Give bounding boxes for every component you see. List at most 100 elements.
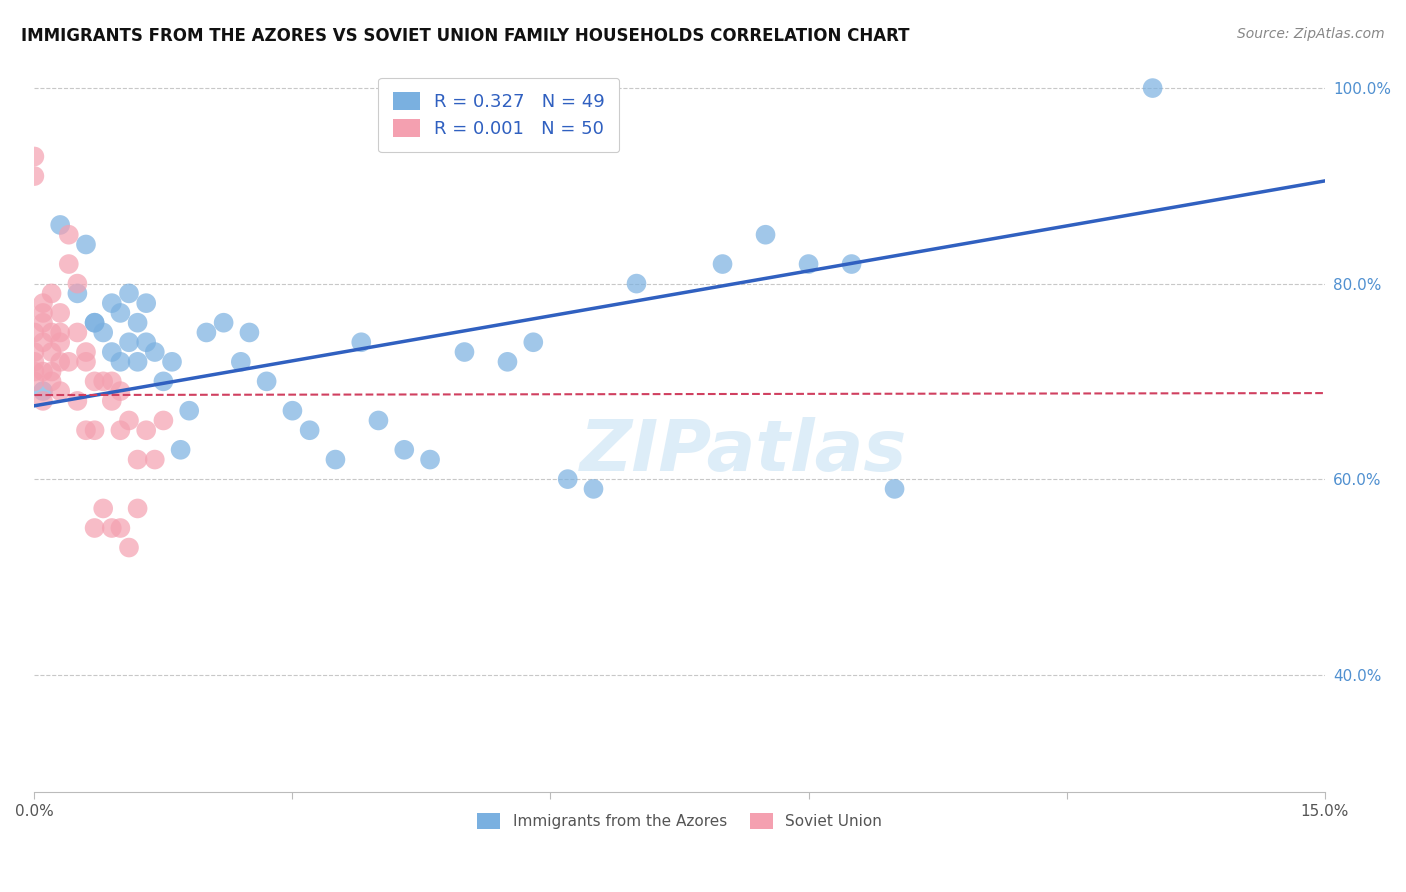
Point [49,326,72,340]
Point [32,384,55,398]
Point [118,286,141,301]
Point [66,286,89,301]
Point [212,316,235,330]
Point [22,149,45,163]
Point [22,355,45,369]
Point [797,257,820,271]
Point [66,277,89,291]
Point [1142,81,1164,95]
Text: ZIPatlas: ZIPatlas [581,417,908,486]
Point [91,375,114,389]
Point [32,296,55,310]
Point [127,452,149,467]
Point [41,326,63,340]
Point [83,375,105,389]
Point [32,316,55,330]
Point [75,423,97,437]
Point [135,423,157,437]
Point [22,169,45,183]
Point [22,365,45,379]
Point [711,257,734,271]
Point [453,345,475,359]
Point [110,355,132,369]
Point [66,326,89,340]
Point [118,335,141,350]
Point [22,375,45,389]
Point [75,237,97,252]
Point [41,345,63,359]
Point [58,227,80,242]
Point [32,393,55,408]
Point [135,335,157,350]
Point [66,393,89,408]
Point [32,306,55,320]
Point [557,472,579,486]
Text: Source: ZipAtlas.com: Source: ZipAtlas.com [1237,27,1385,41]
Point [110,306,132,320]
Point [41,365,63,379]
Point [110,521,132,535]
Point [152,375,174,389]
Point [256,375,278,389]
Point [394,442,416,457]
Point [298,423,321,437]
Point [41,375,63,389]
Point [419,452,441,467]
Point [135,296,157,310]
Point [41,286,63,301]
Point [101,345,124,359]
Point [179,403,201,417]
Point [101,521,124,535]
Point [32,365,55,379]
Point [626,277,648,291]
Point [127,501,149,516]
Text: IMMIGRANTS FROM THE AZORES VS SOVIET UNION FAMILY HOUSEHOLDS CORRELATION CHART: IMMIGRANTS FROM THE AZORES VS SOVIET UNI… [21,27,910,45]
Point [169,442,191,457]
Point [49,306,72,320]
Point [152,413,174,427]
Point [101,375,124,389]
Point [83,316,105,330]
Point [91,326,114,340]
Point [883,482,905,496]
Point [83,423,105,437]
Point [195,326,218,340]
Point [118,413,141,427]
Legend: Immigrants from the Azores, Soviet Union: Immigrants from the Azores, Soviet Union [471,806,887,835]
Point [325,452,347,467]
Point [49,355,72,369]
Point [118,541,141,555]
Point [32,335,55,350]
Point [101,393,124,408]
Point [75,345,97,359]
Point [127,355,149,369]
Point [101,296,124,310]
Point [91,501,114,516]
Point [350,335,373,350]
Point [110,384,132,398]
Point [75,355,97,369]
Point [754,227,776,242]
Point [49,335,72,350]
Point [83,316,105,330]
Point [522,335,544,350]
Point [160,355,183,369]
Point [58,355,80,369]
Point [281,403,304,417]
Point [841,257,863,271]
Point [229,355,252,369]
Point [496,355,519,369]
Point [127,316,149,330]
Point [143,345,166,359]
Point [238,326,260,340]
Point [582,482,605,496]
Point [110,423,132,437]
Point [49,218,72,232]
Point [143,452,166,467]
Point [22,345,45,359]
Point [58,257,80,271]
Point [83,521,105,535]
Point [49,384,72,398]
Point [367,413,389,427]
Point [22,326,45,340]
